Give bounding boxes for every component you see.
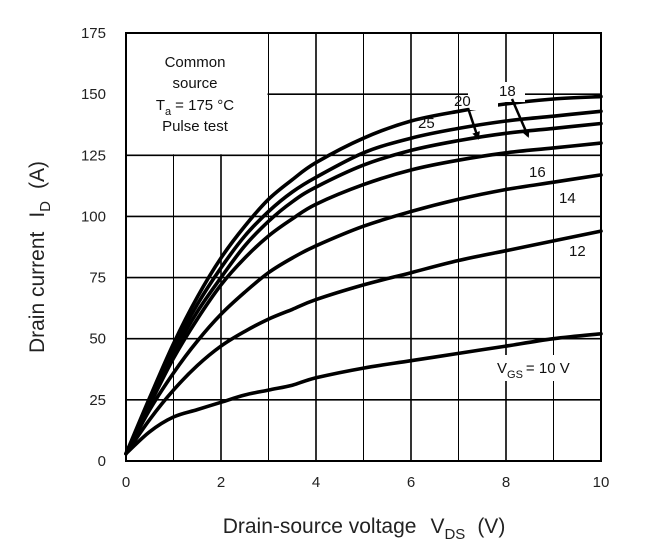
label-vgs-14: 14	[559, 190, 576, 207]
plot-frame	[125, 32, 602, 462]
y-tick-label: 125	[81, 147, 106, 164]
y-axis-subscript: D	[37, 201, 54, 212]
x-tick-label: 4	[312, 474, 320, 491]
label-vgs-20: 20	[454, 93, 471, 110]
y-tick-label: 0	[98, 453, 106, 470]
y-tick-label: 25	[89, 392, 106, 409]
ta-symbol: T	[156, 97, 165, 114]
annotation-line-ta: Ta = 175 °C	[156, 97, 234, 118]
y-tick-label: 100	[81, 208, 106, 225]
arrow-vgs-20	[466, 107, 480, 140]
annotation-line-4: Pulse test	[162, 118, 229, 135]
ta-subscript: a	[165, 106, 172, 118]
vgs-value: = 10 V	[526, 360, 570, 377]
arrow-vgs-18	[510, 98, 530, 138]
label-vgs-10: VGS = 10 V	[497, 360, 570, 381]
conditions-box: Common source Ta = 175 °C Pulse test	[127, 34, 268, 155]
curve-vgs-12	[124, 229, 603, 456]
x-axis-subscript: DS	[444, 526, 465, 543]
curve-vgs-10	[124, 332, 603, 456]
x-tick-label: 6	[407, 474, 415, 491]
y-tick-label: 175	[81, 25, 106, 42]
curve-vgs-20	[124, 109, 603, 456]
curves	[124, 94, 603, 456]
grid	[126, 33, 601, 461]
label-vgs-12: 12	[569, 243, 586, 260]
ta-value: = 175 °C	[175, 97, 234, 114]
x-axis-symbol: V	[430, 515, 444, 538]
curve-labels: 25 20 18 16 14 12 VGS = 10 V	[418, 82, 592, 381]
y-axis-label: Drain current ID (A)	[26, 161, 54, 353]
x-axis-label: Drain-source voltage VDS (V)	[223, 515, 506, 543]
x-tick-label: 0	[122, 474, 130, 491]
label-vgs-25: 25	[418, 115, 435, 132]
y-tick-label: 75	[89, 270, 106, 287]
x-tick-label: 10	[593, 474, 610, 491]
curve-vgs-14	[124, 173, 603, 456]
curve-vgs-16	[124, 141, 603, 456]
x-tick-label: 2	[217, 474, 225, 491]
label-vgs-18: 18	[499, 83, 516, 100]
curve-vgs-18	[124, 121, 603, 456]
annotation-line-2: source	[172, 75, 217, 92]
label-vgs-16: 16	[529, 164, 546, 181]
y-axis-label-main: Drain current	[26, 231, 49, 353]
y-tick-label: 50	[89, 331, 106, 348]
x-axis-unit: (V)	[477, 515, 505, 538]
vgs-subscript: GS	[507, 369, 523, 381]
vgs-symbol: V	[497, 360, 507, 377]
annotation-line-1: Common	[165, 54, 226, 71]
y-tick-label: 150	[81, 86, 106, 103]
y-axis-unit: (A)	[26, 161, 49, 189]
y-axis-symbol: I	[26, 212, 49, 218]
x-tick-label: 8	[502, 474, 510, 491]
x-axis-label-main: Drain-source voltage	[223, 515, 417, 538]
